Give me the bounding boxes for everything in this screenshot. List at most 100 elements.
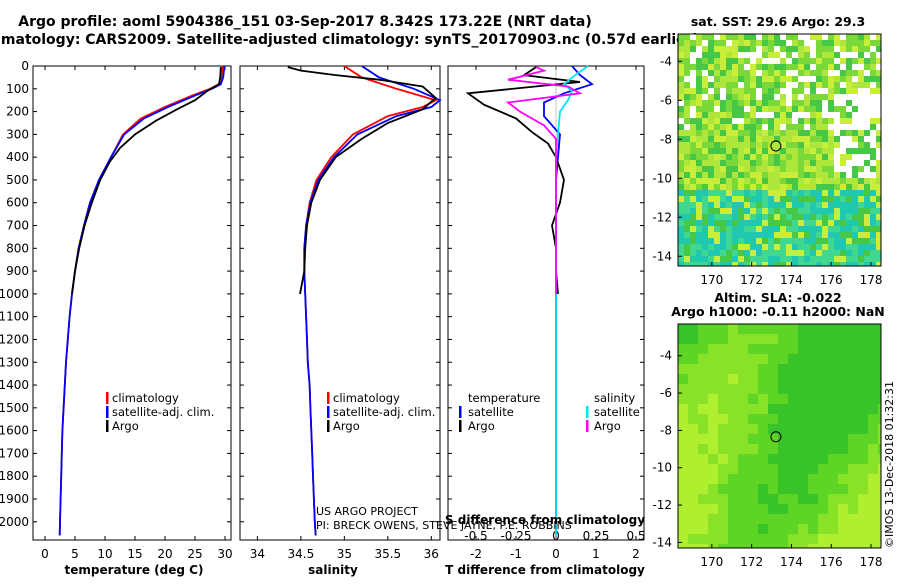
map-cell — [792, 82, 798, 88]
difference-panel: -2 -1 0 1 2-0.5 -0.25 0 0.25 0.5 — [447, 65, 646, 561]
map-cell — [798, 514, 808, 524]
map-cell — [864, 208, 870, 214]
map-cell — [876, 220, 881, 226]
map-cell — [702, 100, 708, 106]
map-cell — [720, 142, 726, 148]
map-cell — [708, 124, 714, 130]
map-cell — [846, 232, 852, 238]
map-cell — [816, 112, 822, 118]
map-cell — [858, 404, 868, 414]
map-cell — [718, 374, 728, 384]
map-cell — [792, 40, 798, 46]
map-cell — [678, 220, 684, 226]
map-cell — [816, 46, 822, 52]
map-cell — [810, 184, 816, 190]
map-cell — [818, 394, 828, 404]
map-cell — [768, 34, 774, 40]
map-cell — [738, 76, 744, 82]
map-cell — [828, 160, 834, 166]
map-cell — [708, 208, 714, 214]
map-cell — [792, 58, 798, 64]
map-cell — [870, 184, 876, 190]
map-cell — [876, 166, 881, 172]
map-cell — [720, 148, 726, 154]
map-cell — [744, 232, 750, 238]
map-cell — [720, 82, 726, 88]
map-cell — [876, 40, 881, 46]
map-cell — [678, 424, 688, 434]
map-cell — [690, 130, 696, 136]
map-cell — [708, 384, 718, 394]
map-cell — [798, 148, 804, 154]
map-cell — [678, 160, 684, 166]
map-cell — [688, 334, 698, 344]
map-cell — [708, 166, 714, 172]
map-cell — [738, 88, 744, 94]
map-cell — [858, 202, 864, 208]
map-cell — [720, 202, 726, 208]
map-cell — [774, 64, 780, 70]
imos-timestamp: ©IMOS 13-Dec-2018 01:32:31 — [883, 381, 896, 548]
map-cell — [798, 354, 808, 364]
map-cell — [690, 106, 696, 112]
map-cell — [818, 404, 828, 414]
map-cell — [738, 172, 744, 178]
map-cell — [750, 262, 756, 266]
map-cell — [744, 112, 750, 118]
map-cell — [822, 100, 828, 106]
map-cell — [750, 250, 756, 256]
map-cell — [816, 52, 822, 58]
map-cell — [876, 76, 881, 82]
map-cell — [846, 160, 852, 166]
figure-title-line2: Climatology: CARS2009. Satellite-adjuste… — [0, 32, 699, 48]
map-cell — [798, 256, 804, 262]
map-cell — [786, 76, 792, 82]
map-cell — [840, 208, 846, 214]
map-cell — [684, 52, 690, 58]
map-cell — [838, 524, 848, 534]
legend-climatology-label: climatology — [112, 391, 179, 405]
lat-tick-label: -6 — [660, 93, 672, 107]
map-cell — [684, 154, 690, 160]
map-cell — [696, 244, 702, 250]
map-cell — [720, 106, 726, 112]
map-cell — [870, 70, 876, 76]
map-cell — [750, 118, 756, 124]
map-cell — [720, 40, 726, 46]
map-cell — [718, 474, 728, 484]
map-cell — [744, 184, 750, 190]
map-cell — [786, 250, 792, 256]
sst-map: 170 172 174 176 178-4-6-8-10-12-14 — [652, 33, 883, 287]
map-cell — [696, 136, 702, 142]
map-cell — [786, 256, 792, 262]
map-cell — [858, 324, 868, 334]
map-cell — [780, 160, 786, 166]
map-cell — [804, 82, 810, 88]
map-cell — [768, 70, 774, 76]
map-cell — [834, 256, 840, 262]
map-cell — [748, 414, 758, 424]
map-cell — [758, 434, 768, 444]
map-cell — [768, 130, 774, 136]
map-cell — [780, 130, 786, 136]
map-cell — [788, 344, 798, 354]
map-cell — [858, 454, 868, 464]
map-cell — [780, 232, 786, 238]
map-cell — [816, 214, 822, 220]
map-cell — [714, 88, 720, 94]
map-cell — [798, 130, 804, 136]
map-cell — [848, 544, 858, 548]
map-cell — [798, 34, 804, 40]
map-cell — [732, 250, 738, 256]
map-cell — [834, 94, 840, 100]
map-cell — [840, 262, 846, 266]
map-cell — [858, 262, 864, 266]
map-cell — [810, 124, 816, 130]
map-cell — [688, 344, 698, 354]
map-cell — [822, 208, 828, 214]
map-cell — [758, 324, 768, 334]
map-cell — [804, 112, 810, 118]
map-cell — [792, 106, 798, 112]
map-cell — [708, 64, 714, 70]
s-difference-tick-label: -0.5 — [464, 529, 487, 543]
